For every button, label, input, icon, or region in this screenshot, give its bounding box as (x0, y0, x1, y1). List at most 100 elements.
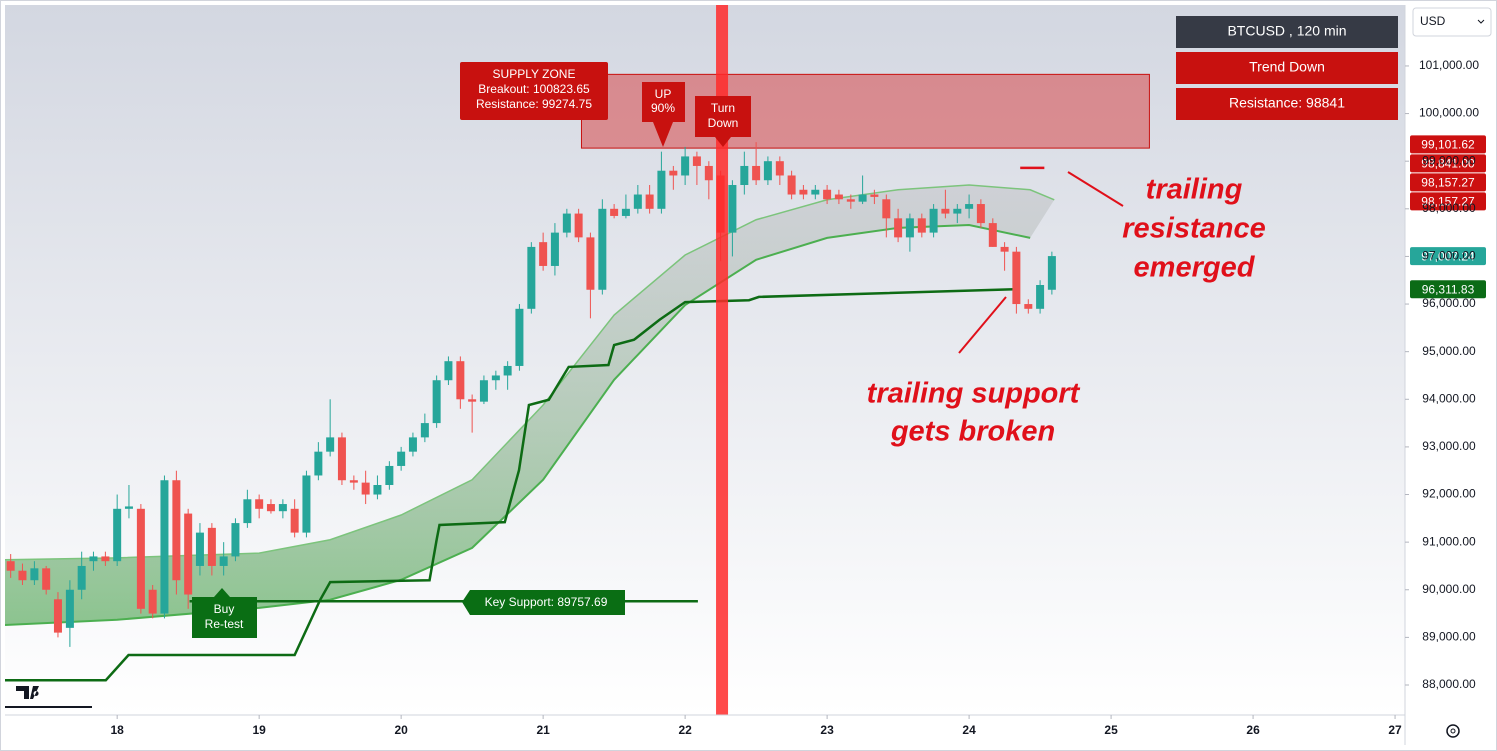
currency-text: USD (1420, 14, 1446, 28)
candle-body (6, 561, 15, 571)
candle-body (586, 237, 595, 290)
x-tick-label: 26 (1246, 723, 1260, 737)
candle-body (468, 399, 477, 402)
candle-body (610, 208, 619, 216)
candle-body (692, 156, 701, 166)
candle-body (633, 194, 642, 209)
candle-body (645, 194, 654, 209)
candle-body (89, 556, 98, 562)
trailing-support (5, 287, 1015, 682)
label-text: Re-test (205, 617, 244, 631)
candle-body (1047, 256, 1056, 290)
x-tick-label: 27 (1388, 723, 1402, 737)
candle-body (598, 208, 607, 290)
price-label-box (1410, 173, 1486, 192)
candle-body (882, 199, 891, 219)
candle-body (870, 194, 879, 197)
candle-body (243, 499, 252, 524)
candle-body (503, 365, 512, 376)
candle-body (361, 482, 370, 495)
candle-body (42, 568, 51, 590)
candle-body (527, 246, 536, 309)
candle-body (195, 532, 204, 566)
candle-body (219, 556, 228, 566)
candle-body (456, 361, 465, 400)
x-tick-label: 20 (394, 723, 408, 737)
candle-body (337, 437, 346, 481)
y-tick-label: 88,000.00 (1422, 677, 1476, 691)
logo (16, 686, 39, 699)
candle-body (255, 499, 264, 509)
candle-body (266, 504, 275, 512)
up-signal: UP 90% (642, 82, 685, 147)
candle-body (965, 204, 974, 209)
candle-body (207, 527, 216, 566)
label-text: UP (655, 87, 672, 101)
label-text: Down (708, 116, 739, 130)
info-text: Resistance: 98841 (1229, 95, 1345, 111)
info-box (1176, 88, 1398, 120)
price-label: 96,311.83 (1422, 282, 1475, 296)
candle-body (988, 223, 997, 247)
candle-body (834, 194, 843, 200)
candle-body (136, 508, 145, 609)
candle-body (621, 208, 630, 216)
price-label: 98,841.00 (1421, 156, 1475, 170)
candle-body (775, 161, 784, 176)
note-arrow (1067, 171, 1124, 207)
candle-body (515, 308, 524, 366)
vertical-marker (716, 5, 729, 715)
candle-body (811, 189, 820, 195)
label-text: Key Support: 89757.69 (485, 595, 608, 609)
candle-body (77, 565, 86, 590)
label-box (460, 62, 608, 120)
candle-body (278, 504, 287, 512)
candle-body (444, 361, 453, 381)
note-text: gets broken (890, 416, 1055, 448)
candle-body (479, 380, 488, 402)
x-tick-label: 21 (536, 723, 550, 737)
supply-zone-label: SUPPLY ZONE Breakout: 100823.65 Resistan… (460, 62, 608, 120)
y-tick-label: 98,000.00 (1422, 201, 1476, 215)
candle-body (172, 480, 181, 581)
candle-body (728, 185, 737, 233)
candle-body (953, 208, 962, 214)
y-tick-label: 101,000.00 (1419, 58, 1479, 72)
y-tick-label: 93,000.00 (1422, 439, 1476, 453)
candle-body (231, 523, 240, 557)
note-text: trailing support (867, 378, 1081, 410)
info-text: BTCUSD , 120 min (1227, 23, 1346, 39)
y-tick-label: 90,000.00 (1422, 582, 1476, 596)
candle-body (787, 175, 796, 195)
trend-band-fill (5, 185, 1055, 625)
info-box (1176, 52, 1398, 84)
candle-body (574, 213, 583, 238)
candle-body (18, 570, 27, 581)
price-label: 98,157.27 (1421, 175, 1475, 189)
label-text: Buy (214, 602, 235, 616)
y-tick-label: 92,000.00 (1422, 487, 1476, 501)
candle-body (1000, 246, 1009, 252)
x-tick-label: 24 (962, 723, 976, 737)
x-tick-label: 23 (820, 723, 834, 737)
price-label: 98,157.27 (1421, 194, 1475, 208)
settings-icon[interactable] (1446, 724, 1460, 738)
x-tick-label: 25 (1104, 723, 1118, 737)
turn-down-signal: Turn Down (695, 96, 751, 147)
label-text: 90% (651, 101, 675, 115)
y-tick-label: 91,000.00 (1422, 534, 1476, 548)
price-label-box (1410, 154, 1486, 173)
candle-body (420, 423, 429, 438)
label-text: SUPPLY ZONE (493, 67, 576, 81)
currency-dropdown[interactable] (1412, 7, 1492, 37)
price-label: 99,101.62 (1421, 137, 1475, 151)
candle-body (113, 508, 122, 562)
candle-body (704, 165, 713, 181)
candle-body (905, 218, 914, 238)
candle-body (148, 589, 157, 614)
x-tick-label: 22 (678, 723, 692, 737)
label-box (462, 590, 625, 615)
candle-body (550, 232, 559, 266)
candle-body (1012, 251, 1021, 305)
price-label-box (1410, 192, 1486, 211)
